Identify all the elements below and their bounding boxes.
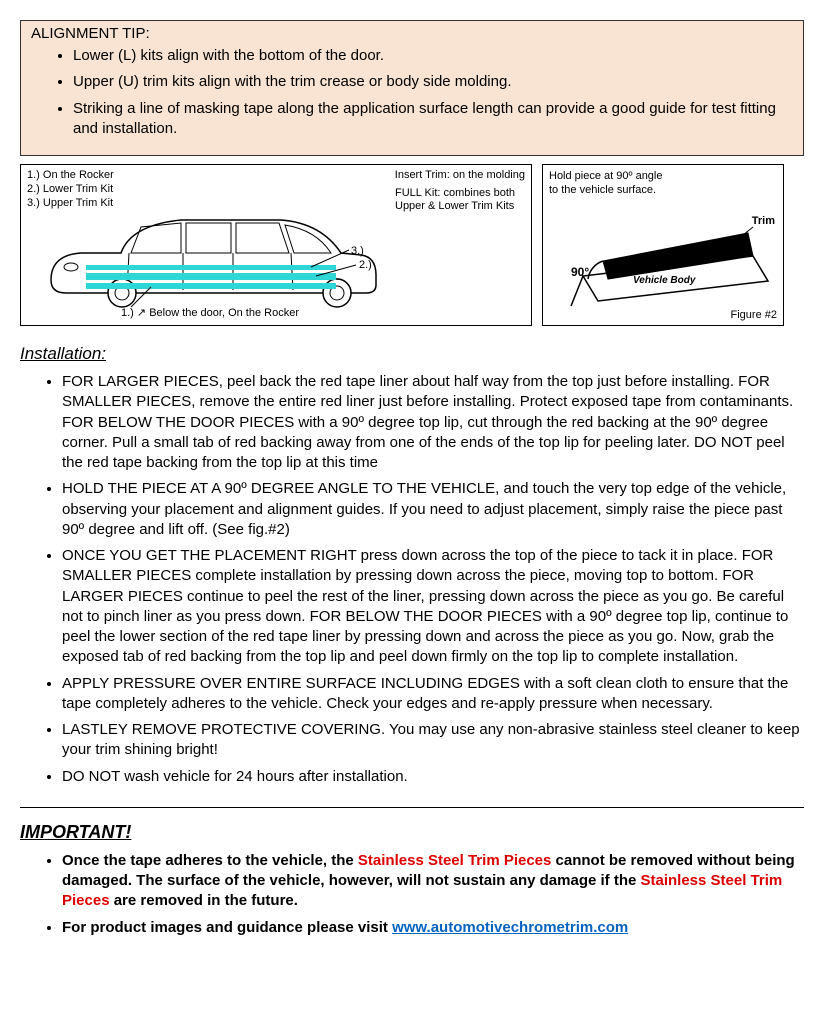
angle-svg: 90° Vehicle Body [553,221,773,311]
installation-list: FOR LARGER PIECES, peel back the red tap… [20,372,804,787]
important-item: For product images and guidance please v… [62,918,804,938]
tip-item: Lower (L) kits align with the bottom of … [73,46,793,66]
angle-instruction: Hold piece at 90º angle to the vehicle s… [549,169,663,198]
tip-item: Upper (U) trim kits align with the trim … [73,72,793,92]
diagrams-row: 1.) On the Rocker 2.) Lower Trim Kit 3.)… [20,164,804,326]
legend-line: 2.) Lower Trim Kit [27,183,114,197]
full-kit-label: FULL Kit: combines both Upper & Lower Tr… [395,187,525,213]
product-link[interactable]: www.automotivechrometrim.com [392,919,628,936]
alignment-tip-box: ALIGNMENT TIP: Lower (L) kits align with… [20,20,804,156]
install-item: DO NOT wash vehicle for 24 hours after i… [62,767,804,787]
figure-label: Figure #2 [731,309,777,321]
tip-item: Striking a line of masking tape along th… [73,99,793,140]
install-item: HOLD THE PIECE AT A 90º DEGREE ANGLE TO … [62,479,804,540]
angle-90-text: 90° [571,265,589,279]
install-item: LASTLEY REMOVE PROTECTIVE COVERING. You … [62,720,804,761]
callout-3: 3.) [351,245,364,257]
car-svg [31,205,391,315]
legend-line: 1.) On the Rocker [27,169,114,183]
vehicle-body-text: Vehicle Body [633,275,696,286]
car-diagram: 1.) On the Rocker 2.) Lower Trim Kit 3.)… [20,164,532,326]
install-item: FOR LARGER PIECES, peel back the red tap… [62,372,804,473]
callout-2: 2.) [359,259,372,271]
important-item: Once the tape adheres to the vehicle, th… [62,851,804,912]
important-heading: IMPORTANT! [20,822,804,843]
alignment-tip-title: ALIGNMENT TIP: [31,25,793,42]
angle-diagram: Hold piece at 90º angle to the vehicle s… [542,164,784,326]
callout-1: 1.) [121,307,134,319]
stainless-red: Stainless Steel Trim Pieces [358,852,551,869]
important-list: Once the tape adheres to the vehicle, th… [20,851,804,938]
divider [20,807,804,808]
installation-heading: Installation: [20,344,804,364]
below-door-label: 1.) ↗ Below the door, On the Rocker [121,306,299,319]
install-item: APPLY PRESSURE OVER ENTIRE SURFACE INCLU… [62,674,804,715]
alignment-tip-list: Lower (L) kits align with the bottom of … [31,46,793,139]
insert-trim-label: Insert Trim: on the molding [395,169,525,181]
install-item: ONCE YOU GET THE PLACEMENT RIGHT press d… [62,546,804,668]
